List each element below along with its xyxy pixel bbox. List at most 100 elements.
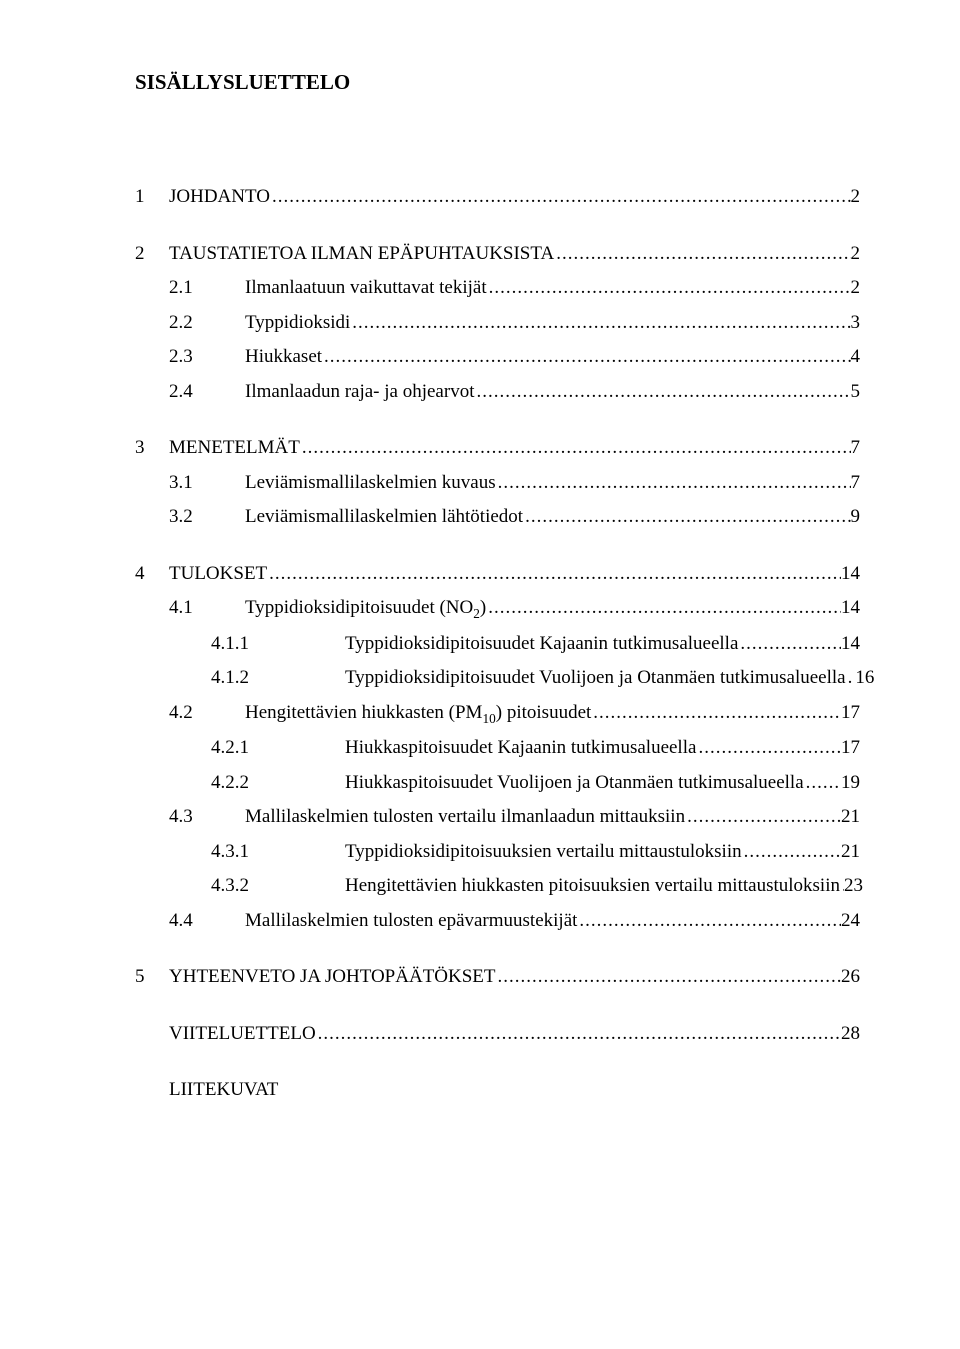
toc-entry-number: 4.2.2	[135, 769, 345, 798]
toc-entry-page: 21	[841, 838, 860, 867]
toc-entry-page: 2	[851, 240, 861, 269]
toc-entry-number: 5	[135, 963, 169, 992]
toc-entry: 3MENETELMÄT.............................…	[135, 434, 860, 463]
toc-leader: ........................................…	[591, 699, 841, 728]
toc-leader: ........................................…	[696, 734, 841, 763]
toc-leader: ........................................…	[487, 274, 851, 303]
toc-entry-number: 4.1	[135, 594, 245, 623]
toc-leader: ........................................…	[804, 769, 841, 798]
toc-entry-page: 5	[851, 378, 861, 407]
toc-entry: 3.2Leviämismallilaskelmien lähtötiedot..…	[135, 503, 860, 532]
toc-entry-label: YHTEENVETO JA JOHTOPÄÄTÖKSET	[169, 963, 496, 992]
toc-entry-label: Hengitettävien hiukkasten pitoisuuksien …	[345, 872, 840, 901]
toc-entry-number: 3.1	[135, 469, 245, 498]
toc-leader: ........................................…	[496, 469, 851, 498]
toc-entry: 4.3.2Hengitettävien hiukkasten pitoisuuk…	[135, 872, 860, 901]
toc-entry-label: Typpidioksidipitoisuudet Vuolijoen ja Ot…	[345, 664, 846, 693]
toc-leader: ........................................…	[523, 503, 850, 532]
toc-entry: 2.1Ilmanlaatuun vaikuttavat tekijät.....…	[135, 274, 860, 303]
toc-entry: 4.3.1Typpidioksidipitoisuuksien vertailu…	[135, 838, 860, 867]
toc-entry-number: 3	[135, 434, 169, 463]
toc-entry: 4.1.2Typpidioksidipitoisuudet Vuolijoen …	[135, 664, 860, 693]
toc-entry-label: Hiukkaset	[245, 343, 322, 372]
toc-entry-page: 3	[851, 309, 861, 338]
toc-entry: 4.2.1Hiukkaspitoisuudet Kajaanin tutkimu…	[135, 734, 860, 763]
toc-entry-page: 21	[841, 803, 860, 832]
toc-leader: ........................................…	[685, 803, 841, 832]
toc-leader: ........................................…	[738, 630, 841, 659]
toc-entry-label: Mallilaskelmien tulosten vertailu ilmanl…	[245, 803, 685, 832]
toc-entry: 5YHTEENVETO JA JOHTOPÄÄTÖKSET...........…	[135, 963, 860, 992]
toc-leader: ........................................…	[496, 963, 841, 992]
toc-entry-page: 24	[841, 907, 860, 936]
toc-entry-page: 16	[855, 664, 874, 693]
toc-entry-number: 4.2	[135, 699, 245, 728]
toc-entry-label: Hiukkaspitoisuudet Vuolijoen ja Otanmäen…	[345, 769, 804, 798]
toc-entry: VIITELUETTELO...........................…	[135, 1020, 860, 1049]
toc-entry: 4.4Mallilaskelmien tulosten epävarmuuste…	[135, 907, 860, 936]
toc-entry-label: Ilmanlaatuun vaikuttavat tekijät	[245, 274, 487, 303]
toc-leader: ........................................…	[474, 378, 850, 407]
toc-entry-label: Typpidioksidi	[245, 309, 350, 338]
toc-entry: LIITEKUVAT..............................…	[135, 1076, 860, 1105]
toc-entry: 2TAUSTATIETOA ILMAN EPÄPUHTAUKSISTA.....…	[135, 240, 860, 269]
toc-entry-number: 4.3	[135, 803, 245, 832]
toc-entry-number: 4.4	[135, 907, 245, 936]
toc-entry-label: Leviämismallilaskelmien lähtötiedot	[245, 503, 523, 532]
toc-entry-page: 14	[841, 630, 860, 659]
toc-entry-page: 14	[841, 560, 860, 589]
toc-entry-label: Mallilaskelmien tulosten epävarmuustekij…	[245, 907, 577, 936]
toc-entry-number: 4.1.1	[135, 630, 345, 659]
toc-entry-page: 28	[841, 1020, 860, 1049]
toc-entry-page: 7	[851, 434, 861, 463]
toc-entry-label: Hiukkaspitoisuudet Kajaanin tutkimusalue…	[345, 734, 696, 763]
toc-entry-number: 4.1.2	[135, 664, 345, 693]
toc-leader: ........................................…	[486, 594, 841, 623]
toc-entry-label: VIITELUETTELO	[169, 1020, 316, 1049]
toc-entry-label: MENETELMÄT	[169, 434, 300, 463]
toc-entry: 2.4Ilmanlaadun raja- ja ohjearvot.......…	[135, 378, 860, 407]
toc-entry-number: 4.3.2	[135, 872, 345, 901]
toc-leader: ........................................…	[300, 434, 851, 463]
toc-entry-page: 17	[841, 734, 860, 763]
toc-entry-page: 19	[841, 769, 860, 798]
toc-entry: 2.3Hiukkaset............................…	[135, 343, 860, 372]
toc-entry-label: LIITEKUVAT	[169, 1076, 278, 1105]
toc-entry-number: 2.1	[135, 274, 245, 303]
toc-entry-label: Ilmanlaadun raja- ja ohjearvot	[245, 378, 474, 407]
toc-entry: 4.2Hengitettävien hiukkasten (PM10) pito…	[135, 699, 860, 729]
toc-entry-number: 2.3	[135, 343, 245, 372]
toc-leader: .	[846, 664, 856, 693]
toc-entry-page: 7	[851, 469, 861, 498]
toc-entry-number: 1	[135, 183, 169, 212]
toc-entry: 4.3Mallilaskelmien tulosten vertailu ilm…	[135, 803, 860, 832]
toc-entry-number: 2.4	[135, 378, 245, 407]
toc-entry-label: Leviämismallilaskelmien kuvaus	[245, 469, 496, 498]
toc-leader: ........................................…	[270, 183, 851, 212]
toc-entry-page: 23	[844, 872, 863, 901]
toc-body: 1JOHDANTO...............................…	[135, 155, 860, 1105]
toc-entry-number: 2	[135, 240, 169, 269]
toc-entry-page: 14	[841, 594, 860, 623]
toc-entry-label: Typpidioksidipitoisuudet (NO2)	[245, 594, 486, 624]
toc-leader: ........................................…	[322, 343, 850, 372]
toc-leader: ........................................…	[267, 560, 841, 589]
toc-entry-page: 9	[851, 503, 861, 532]
toc-entry-page: 4	[851, 343, 861, 372]
toc-entry-label: Hengitettävien hiukkasten (PM10) pitoisu…	[245, 699, 591, 729]
toc-entry-page: 26	[841, 963, 860, 992]
toc-entry: 4.2.2Hiukkaspitoisuudet Vuolijoen ja Ota…	[135, 769, 860, 798]
toc-entry-number: 4.2.1	[135, 734, 345, 763]
toc-entry-label: Typpidioksidipitoisuuksien vertailu mitt…	[345, 838, 742, 867]
toc-entry: 3.1Leviämismallilaskelmien kuvaus.......…	[135, 469, 860, 498]
toc-leader: ........................................…	[316, 1020, 841, 1049]
toc-entry: 4.1Typpidioksidipitoisuudet (NO2).......…	[135, 594, 860, 624]
toc-leader: ........................................…	[554, 240, 850, 269]
toc-entry-number: 4	[135, 560, 169, 589]
toc-title: SISÄLLYSLUETTELO	[135, 70, 860, 95]
toc-entry: 4.1.1Typpidioksidipitoisuudet Kajaanin t…	[135, 630, 860, 659]
toc-leader: ........................................…	[577, 907, 841, 936]
toc-entry-label: JOHDANTO	[169, 183, 270, 212]
toc-entry-number: 3.2	[135, 503, 245, 532]
toc-entry-page: 2	[851, 274, 861, 303]
